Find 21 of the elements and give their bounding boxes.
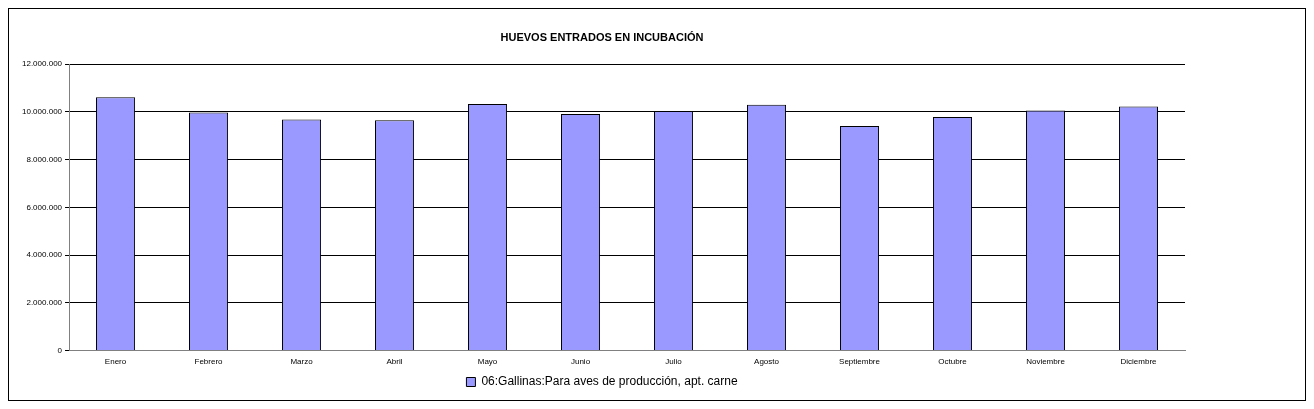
x-tick-label: Febrero bbox=[194, 357, 224, 367]
x-tick-label: Octubre bbox=[938, 357, 968, 367]
y-tick-label: 0 bbox=[57, 345, 63, 355]
x-tick-label: Agosto bbox=[754, 357, 780, 367]
x-tick-label: Junio bbox=[570, 357, 591, 367]
y-tick-label: 2.000.000 bbox=[26, 297, 63, 307]
y-tick-label: 8.000.000 bbox=[26, 154, 63, 164]
y-tick-label: 10.000.000 bbox=[21, 107, 63, 117]
x-tick-label: Enero bbox=[104, 357, 127, 367]
chart-title: HUEVOS ENTRADOS EN INCUBACIÓN bbox=[500, 30, 704, 43]
x-tick-label: Abril bbox=[386, 357, 403, 367]
x-tick-label: Marzo bbox=[290, 357, 314, 367]
x-tick-label: Diciembre bbox=[1120, 357, 1158, 367]
legend-label: 06:Gallinas:Para aves de producción, apt. carne bbox=[481, 374, 738, 389]
y-tick-label: 12.000.000 bbox=[21, 59, 63, 69]
y-tick-label: 4.000.000 bbox=[26, 250, 63, 260]
y-tick-label: 6.000.000 bbox=[26, 202, 63, 212]
x-tick-label: Julio bbox=[665, 357, 683, 367]
x-tick-label: Noviembre bbox=[1026, 357, 1066, 367]
x-tick-label: Mayo bbox=[477, 357, 498, 367]
x-tick-label: Septiembre bbox=[839, 357, 881, 367]
